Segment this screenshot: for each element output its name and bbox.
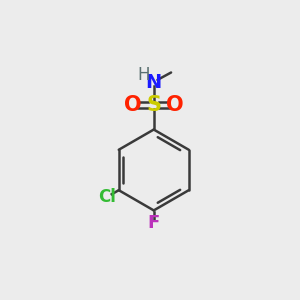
Text: H: H [138, 66, 150, 84]
Text: F: F [148, 214, 160, 232]
Text: S: S [146, 95, 161, 115]
Text: Cl: Cl [98, 188, 116, 206]
Text: O: O [124, 95, 141, 115]
Text: N: N [146, 73, 162, 92]
Text: O: O [166, 95, 184, 115]
